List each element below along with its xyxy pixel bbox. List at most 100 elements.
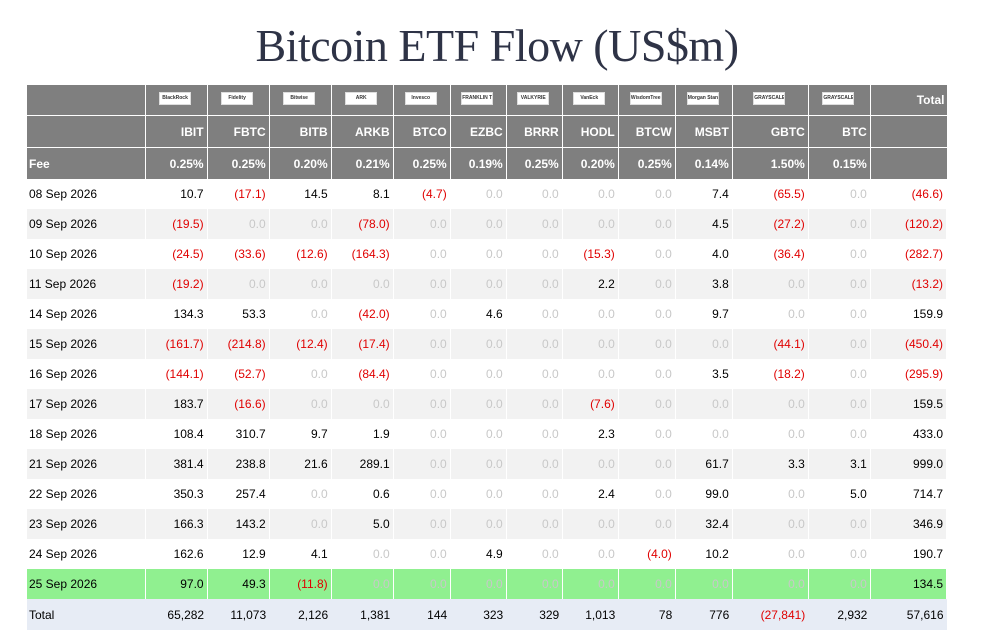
value-cell: 3.1	[808, 449, 871, 479]
value-cell: 0.0	[506, 329, 563, 359]
value-cell: 0.0	[450, 479, 507, 509]
value-cell: 0.0	[506, 479, 563, 509]
fee-label: Fee	[27, 147, 146, 179]
fund-logo: VALKYRIE	[517, 92, 550, 105]
table-row: 21 Sep 2026 381.4 238.8 21.6 289.1 0.0 0.0 0.0 0…	[27, 449, 948, 479]
fee-cell: 0.20%	[562, 147, 619, 179]
fund-logo: Morgan Stanley	[686, 92, 719, 105]
value-cell: 0.0	[618, 419, 676, 449]
value-cell: (78.0)	[331, 209, 394, 239]
value-cell: 0.0	[506, 389, 563, 419]
value-cell: 0.0	[207, 209, 270, 239]
value-cell: 0.0	[732, 479, 809, 509]
value-cell: 9.7	[269, 419, 332, 449]
row-total-cell: 714.7	[870, 479, 948, 509]
value-cell: 4.6	[450, 299, 507, 329]
value-cell: 4.1	[269, 539, 332, 569]
total-value-cell: 78	[618, 599, 676, 630]
value-cell: 0.0	[450, 209, 507, 239]
value-cell: 0.0	[562, 449, 619, 479]
date-cell: 14 Sep 2026	[27, 299, 146, 329]
value-cell: 0.0	[618, 389, 676, 419]
value-cell: 0.0	[562, 299, 619, 329]
fee-cell: 0.25%	[145, 147, 208, 179]
ticker-cell: BTCO	[393, 115, 451, 148]
value-cell: 162.6	[145, 539, 208, 569]
fund-logo: FRANKLIN TEMPLETON	[461, 92, 494, 105]
value-cell: 61.7	[675, 449, 733, 479]
value-cell: 9.7	[675, 299, 733, 329]
value-cell: (17.4)	[331, 329, 394, 359]
value-cell: 3.8	[675, 269, 733, 299]
value-cell: (12.6)	[269, 239, 332, 269]
fund-logo-cell: VanEck	[562, 85, 619, 116]
ticker-cell: FBTC	[207, 115, 270, 148]
value-cell: 0.0	[506, 209, 563, 239]
fund-logo: Bitwise	[283, 92, 316, 105]
ticker-cell: BTC	[808, 115, 871, 148]
date-cell: 11 Sep 2026	[27, 269, 146, 299]
value-cell: 3.5	[675, 359, 733, 389]
value-cell: 0.0	[393, 329, 451, 359]
fund-logo-cell: GRAYSCALE	[808, 85, 871, 116]
value-cell: 0.0	[675, 329, 733, 359]
date-cell: 24 Sep 2026	[27, 539, 146, 569]
value-cell: 0.0	[618, 569, 676, 599]
value-cell: 0.0	[450, 389, 507, 419]
total-value-cell: 65,282	[145, 599, 208, 630]
ticker-corner-cell	[27, 115, 146, 148]
fund-logo: VanEck	[573, 92, 606, 105]
fee-total-cell	[870, 147, 947, 179]
ticker-cell: BRRR	[506, 115, 563, 148]
fee-cell: 0.21%	[331, 147, 394, 179]
value-cell: 0.0	[808, 329, 871, 359]
ticker-cell: ARKB	[331, 115, 394, 148]
logo-row: BlackRock Fidelity Bitwise ARK Invesco FRANKL…	[27, 85, 947, 116]
fee-cell: 1.50%	[732, 147, 809, 179]
value-cell: 5.0	[331, 509, 394, 539]
value-cell: 3.3	[732, 449, 809, 479]
value-cell: 0.0	[732, 539, 809, 569]
value-cell: 289.1	[331, 449, 394, 479]
value-cell: 0.0	[506, 269, 563, 299]
total-value-cell: 2,126	[269, 599, 332, 630]
date-cell: 10 Sep 2026	[27, 239, 146, 269]
date-cell: 25 Sep 2026	[27, 569, 146, 599]
row-total-cell: 159.9	[870, 299, 948, 329]
total-value-cell: 1,381	[331, 599, 394, 630]
value-cell: (42.0)	[331, 299, 394, 329]
value-cell: 0.0	[450, 329, 507, 359]
value-cell: (161.7)	[145, 329, 208, 359]
fee-cell: 0.25%	[393, 147, 451, 179]
value-cell: 0.0	[393, 479, 451, 509]
table-row: 23 Sep 2026 166.3 143.2 0.0 5.0 0.0 0.0 0.0 0.0 0…	[27, 509, 948, 539]
row-total-cell: 999.0	[870, 449, 948, 479]
value-cell: 0.0	[808, 179, 871, 209]
value-cell: 10.2	[675, 539, 733, 569]
value-cell: 0.0	[618, 299, 676, 329]
value-cell: 0.0	[675, 389, 733, 419]
value-cell: (144.1)	[145, 359, 208, 389]
value-cell: 238.8	[207, 449, 270, 479]
value-cell: 0.0	[331, 569, 394, 599]
value-cell: 14.5	[269, 179, 332, 209]
row-total-cell: (120.2)	[870, 209, 948, 239]
value-cell: 0.0	[618, 269, 676, 299]
value-cell: (65.5)	[732, 179, 809, 209]
table-row: 09 Sep 2026 (19.5) 0.0 0.0 (78.0) 0.0 0.0 0.0 0.…	[27, 209, 948, 239]
value-cell: (19.2)	[145, 269, 208, 299]
value-cell: (15.3)	[562, 239, 619, 269]
value-cell: 0.0	[393, 569, 451, 599]
value-cell: 0.0	[808, 569, 871, 599]
value-cell: 12.9	[207, 539, 270, 569]
value-cell: 0.6	[331, 479, 394, 509]
value-cell: 0.0	[393, 389, 451, 419]
value-cell: 2.3	[562, 419, 619, 449]
value-cell: 0.0	[393, 359, 451, 389]
value-cell: 97.0	[145, 569, 208, 599]
row-total-cell: (282.7)	[870, 239, 948, 269]
value-cell: 2.2	[562, 269, 619, 299]
value-cell: 49.3	[207, 569, 270, 599]
value-cell: 7.4	[675, 179, 733, 209]
total-value-cell: 11,073	[207, 599, 270, 630]
